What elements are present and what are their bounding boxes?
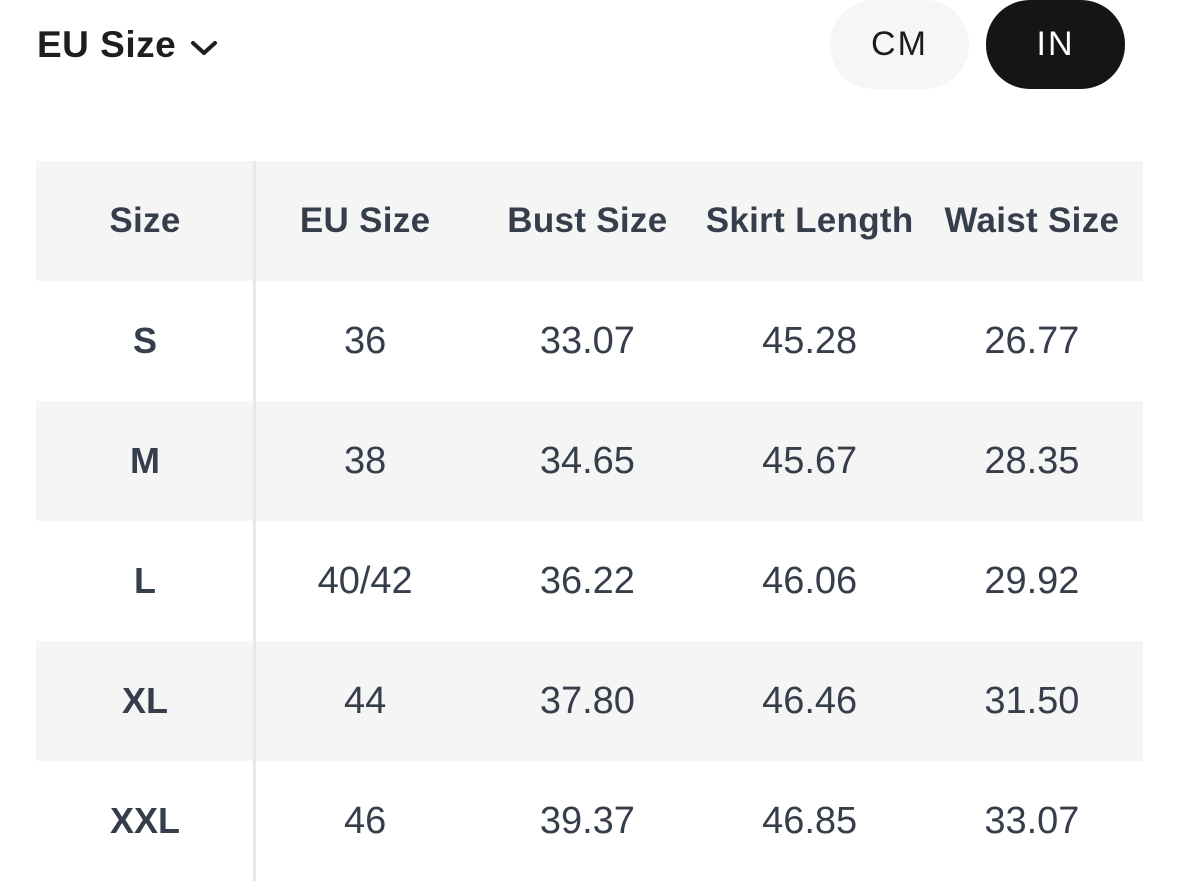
row-label-cell: XL (121, 680, 168, 721)
data-cell: 45.28 (762, 319, 858, 362)
data-cell: 36 (343, 319, 387, 362)
data-cell: 46.46 (762, 679, 858, 722)
data-cell: 29.92 (984, 559, 1080, 602)
data-cell: 45.67 (762, 439, 858, 482)
size-system-dropdown[interactable]: EU Size (37, 24, 218, 66)
table-row-m: M 38 34.65 45.67 28.35 (36, 401, 1143, 521)
header-cell-waist-size: Waist Size (944, 201, 1120, 240)
data-cell: 46.06 (762, 559, 858, 602)
data-cell: 33.07 (984, 799, 1080, 842)
data-cell: 39.37 (539, 799, 635, 842)
size-table: Size EU Size Bust Size Skirt Length Wais… (36, 161, 1143, 881)
header-cell-eu-size: EU Size (299, 201, 431, 240)
data-cell: 34.65 (539, 439, 635, 482)
unit-in-button[interactable]: IN (986, 0, 1125, 89)
table-row-s: S 36 33.07 45.28 26.77 (36, 281, 1143, 401)
size-chart-toolbar: EU Size CM IN (0, 0, 1179, 90)
header-cell-size: Size (109, 201, 181, 240)
size-table-header-row: Size EU Size Bust Size Skirt Length Wais… (36, 161, 1143, 281)
data-cell: 33.07 (539, 319, 635, 362)
data-cell: 46 (343, 799, 387, 842)
unit-cm-button[interactable]: CM (830, 0, 969, 89)
row-label-cell: XXL (109, 800, 180, 841)
data-cell: 28.35 (984, 439, 1080, 482)
data-cell: 26.77 (984, 319, 1080, 362)
data-cell: 46.85 (762, 799, 858, 842)
row-label-cell: L (134, 560, 156, 601)
data-cell: 37.80 (539, 679, 635, 722)
size-system-label: EU Size (37, 24, 177, 65)
row-label-cell: S (132, 320, 157, 361)
table-row-xl: XL 44 37.80 46.46 31.50 (36, 641, 1143, 761)
header-cell-skirt-length: Skirt Length (705, 201, 914, 240)
table-row-xxl: XXL 46 39.37 46.85 33.07 (36, 761, 1143, 881)
unit-toggle: CM IN (830, 0, 1125, 89)
data-cell: 40/42 (317, 559, 413, 602)
data-cell: 38 (343, 439, 387, 482)
row-label-cell: M (130, 440, 160, 481)
data-cell: 31.50 (984, 679, 1080, 722)
chevron-down-icon (191, 41, 218, 55)
table-row-l: L 40/42 36.22 46.06 29.92 (36, 521, 1143, 641)
data-cell: 36.22 (539, 559, 635, 602)
data-cell: 44 (343, 679, 387, 722)
header-cell-bust-size: Bust Size (507, 201, 668, 240)
